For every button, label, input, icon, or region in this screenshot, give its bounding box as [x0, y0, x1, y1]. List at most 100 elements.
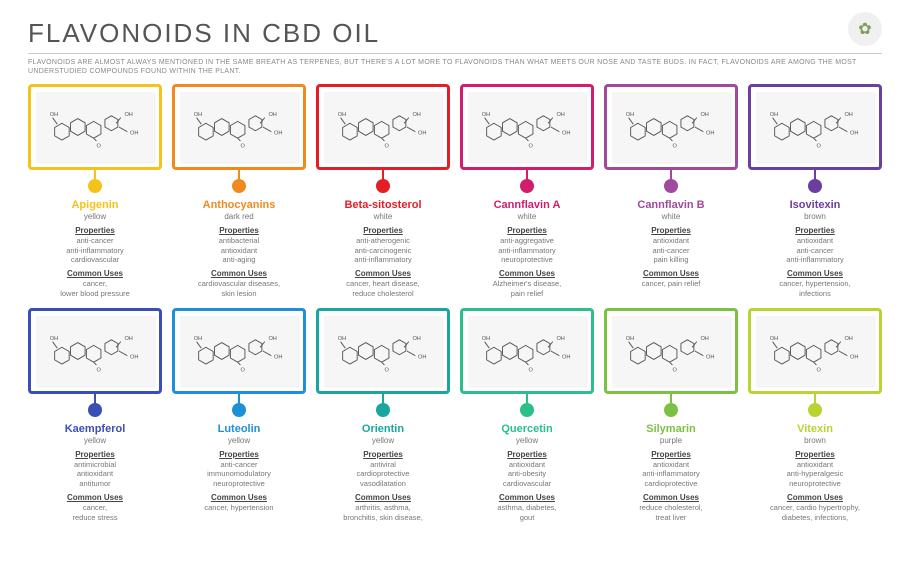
- svg-text:OH: OH: [770, 336, 778, 342]
- svg-text:O: O: [241, 368, 246, 374]
- properties-heading: Properties: [795, 450, 835, 459]
- svg-text:OH: OH: [194, 112, 202, 118]
- molecule-frame: OHOHOOH: [172, 308, 306, 394]
- svg-text:OH: OH: [482, 336, 490, 342]
- svg-text:OH: OH: [845, 336, 853, 342]
- uses-heading: Common Uses: [211, 269, 267, 278]
- molecule-frame: OHOHOOH: [748, 308, 882, 394]
- properties-list: antioxidantanti-inflammatorycardioprotec…: [642, 460, 700, 488]
- svg-text:OH: OH: [562, 355, 570, 361]
- uses-heading: Common Uses: [787, 269, 843, 278]
- molecule-frame: OHOHOOH: [28, 84, 162, 170]
- properties-list: anti-aggregativeanti-inflammatoryneuropr…: [498, 236, 556, 264]
- molecule-frame: OHOHOOH: [604, 308, 738, 394]
- compound-name: Vitexin: [797, 423, 833, 435]
- connector-dot-icon: [88, 403, 102, 417]
- compound-color: brown: [804, 212, 826, 221]
- compound-color: purple: [660, 436, 682, 445]
- molecule-frame: OHOHOOH: [316, 308, 450, 394]
- properties-heading: Properties: [363, 226, 403, 235]
- properties-heading: Properties: [75, 226, 115, 235]
- svg-text:O: O: [97, 144, 102, 150]
- molecule-frame: OHOHOOH: [604, 84, 738, 170]
- properties-list: antioxidantanti-cancerpain killing: [652, 236, 689, 264]
- compound-name: Kaempferol: [65, 423, 126, 435]
- uses-list: asthma, diabetes,gout: [497, 503, 556, 522]
- svg-text:OH: OH: [274, 131, 282, 137]
- flavonoid-card: OHOHOOHIsovitexinbrownPropertiesantioxid…: [748, 84, 882, 298]
- svg-text:O: O: [385, 144, 390, 150]
- svg-text:OH: OH: [418, 355, 426, 361]
- connector-dot-icon: [808, 179, 822, 193]
- flavonoid-card: OHOHOOHAnthocyaninsdark redPropertiesant…: [172, 84, 306, 298]
- svg-text:O: O: [673, 144, 678, 150]
- compound-name: Beta-sitosterol: [344, 199, 421, 211]
- svg-text:O: O: [385, 368, 390, 374]
- connector-dot-icon: [808, 403, 822, 417]
- uses-list: cancer,reduce stress: [72, 503, 117, 522]
- compound-name: Quercetin: [501, 423, 552, 435]
- flavonoid-card: OHOHOOHQuercetinyellowPropertiesantioxid…: [460, 308, 594, 522]
- uses-heading: Common Uses: [499, 493, 555, 502]
- uses-list: arthritis, asthma,bronchitis, skin disea…: [343, 503, 423, 522]
- svg-text:OH: OH: [850, 355, 858, 361]
- uses-heading: Common Uses: [499, 269, 555, 278]
- uses-list: Alzheimer's disease,pain relief: [493, 279, 562, 298]
- uses-heading: Common Uses: [643, 493, 699, 502]
- properties-list: antioxidantanti-obesitycardiovascular: [503, 460, 551, 488]
- card-grid: OHOHOOHApigeninyellowPropertiesanti-canc…: [28, 84, 882, 522]
- svg-text:OH: OH: [338, 112, 346, 118]
- properties-list: antioxidantanti-hyperalgesicneuroprotect…: [787, 460, 844, 488]
- svg-text:OH: OH: [850, 131, 858, 137]
- compound-name: Isovitexin: [790, 199, 841, 211]
- uses-list: cancer,lower blood pressure: [60, 279, 130, 298]
- flavonoid-card: OHOHOOHCannflavin BwhitePropertiesantiox…: [604, 84, 738, 298]
- connector-dot-icon: [664, 403, 678, 417]
- uses-list: cancer, cardio hypertrophy,diabetes, inf…: [770, 503, 860, 522]
- flavonoid-card: OHOHOOHBeta-sitosterolwhitePropertiesant…: [316, 84, 450, 298]
- connector-dot-icon: [664, 179, 678, 193]
- compound-name: Anthocyanins: [203, 199, 276, 211]
- compound-name: Cannflavin B: [637, 199, 704, 211]
- uses-heading: Common Uses: [355, 269, 411, 278]
- compound-name: Orientin: [362, 423, 404, 435]
- svg-text:OH: OH: [413, 112, 421, 118]
- svg-text:OH: OH: [50, 336, 58, 342]
- compound-color: yellow: [372, 436, 394, 445]
- svg-text:O: O: [673, 368, 678, 374]
- svg-text:OH: OH: [845, 112, 853, 118]
- connector-dot-icon: [232, 179, 246, 193]
- svg-text:OH: OH: [626, 112, 634, 118]
- flavonoid-card: OHOHOOHKaempferolyellowPropertiesantimic…: [28, 308, 162, 522]
- uses-list: cardiovascular diseases,skin lesion: [198, 279, 280, 298]
- properties-heading: Properties: [651, 450, 691, 459]
- properties-heading: Properties: [363, 450, 403, 459]
- svg-text:OH: OH: [269, 112, 277, 118]
- svg-text:OH: OH: [770, 112, 778, 118]
- flavonoid-card: OHOHOOHSilymarinpurplePropertiesantioxid…: [604, 308, 738, 522]
- compound-name: Silymarin: [646, 423, 696, 435]
- compound-color: yellow: [84, 212, 106, 221]
- properties-heading: Properties: [507, 226, 547, 235]
- connector-dot-icon: [376, 403, 390, 417]
- connector-dot-icon: [520, 179, 534, 193]
- properties-heading: Properties: [75, 450, 115, 459]
- connector-dot-icon: [520, 403, 534, 417]
- uses-heading: Common Uses: [787, 493, 843, 502]
- properties-heading: Properties: [219, 450, 259, 459]
- uses-heading: Common Uses: [67, 493, 123, 502]
- svg-text:O: O: [817, 144, 822, 150]
- uses-heading: Common Uses: [643, 269, 699, 278]
- svg-text:OH: OH: [194, 336, 202, 342]
- molecule-frame: OHOHOOH: [460, 308, 594, 394]
- uses-heading: Common Uses: [355, 493, 411, 502]
- uses-heading: Common Uses: [67, 269, 123, 278]
- compound-color: brown: [804, 436, 826, 445]
- svg-text:OH: OH: [626, 336, 634, 342]
- uses-list: reduce cholesterol,treat liver: [639, 503, 702, 522]
- molecule-frame: OHOHOOH: [28, 308, 162, 394]
- svg-text:OH: OH: [706, 355, 714, 361]
- svg-text:OH: OH: [130, 355, 138, 361]
- brand-logo-icon: ✿: [848, 12, 882, 46]
- svg-text:OH: OH: [274, 355, 282, 361]
